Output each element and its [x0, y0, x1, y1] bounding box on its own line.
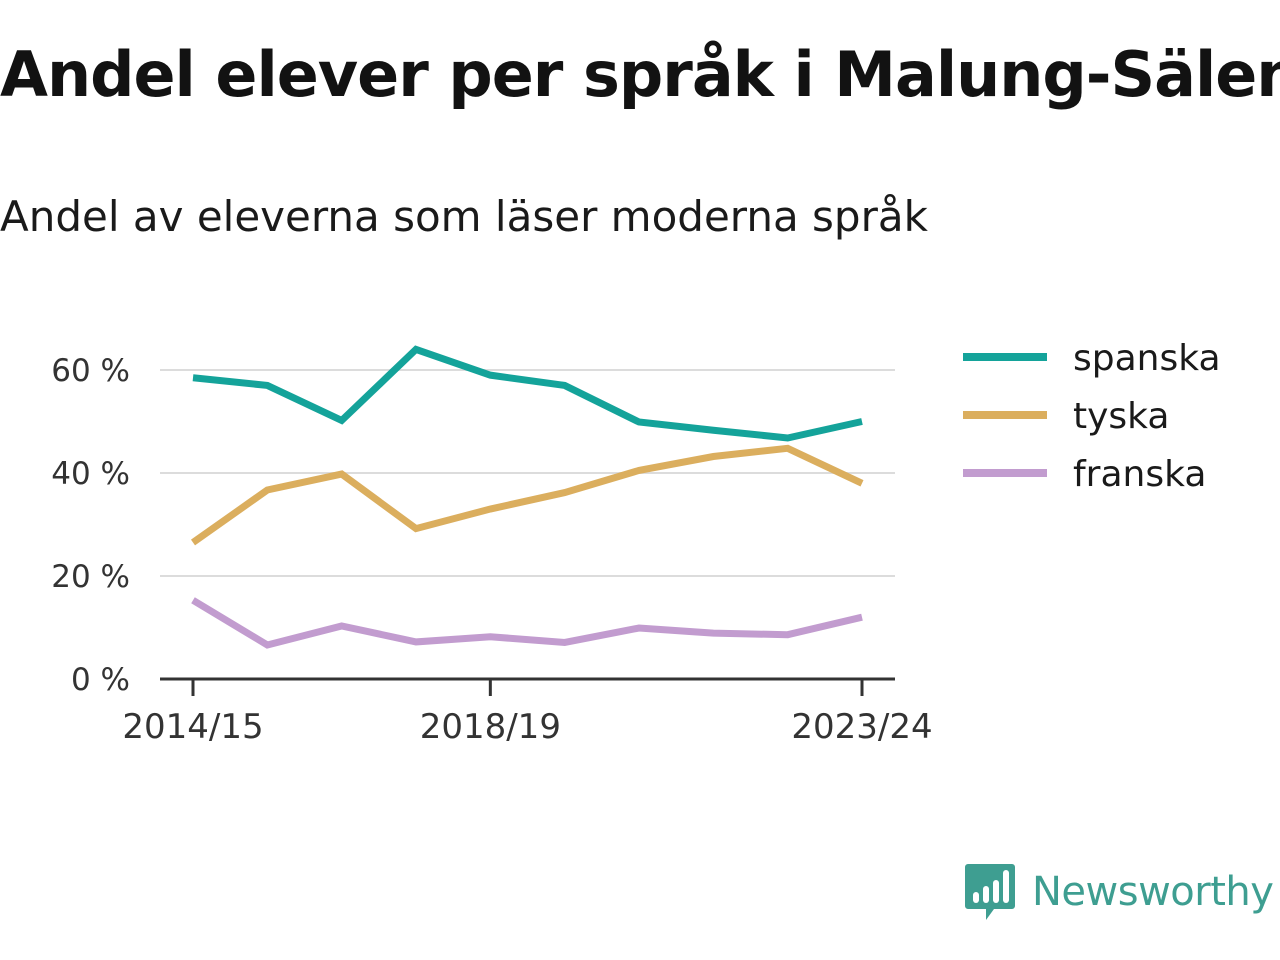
x-axis: 2014/15 2018/19 2023/24 — [122, 677, 933, 747]
y-tick-label: 60 % — [51, 353, 130, 389]
chart-title: Andel elever per språk i Malung-Sälen — [0, 38, 1280, 111]
series-lines — [190, 345, 864, 649]
y-tick-label: 40 % — [51, 456, 130, 492]
legend-label-franska: franska — [1073, 454, 1206, 495]
legend: spanska tyska franska — [963, 338, 1221, 495]
y-axis-ticks: 0 % 20 % 40 % 60 % — [51, 353, 130, 698]
y-tick-label: 20 % — [51, 559, 130, 595]
legend-label-tyska: tyska — [1073, 396, 1169, 437]
y-tick-label: 0 % — [71, 662, 130, 698]
x-tick-label: 2023/24 — [791, 707, 932, 747]
chart-subtitle: Andel av eleverna som läser moderna språ… — [0, 192, 928, 241]
grid-lines — [160, 369, 895, 577]
series-line-spanska — [192, 345, 863, 442]
x-tick-label: 2014/15 — [122, 707, 263, 747]
x-tick-label: 2018/19 — [420, 707, 561, 747]
newsworthy-logo-icon — [965, 864, 1015, 920]
series-line-tyska — [190, 444, 864, 546]
series-line-franska — [191, 597, 863, 649]
brand-name: Newsworthy — [1032, 869, 1274, 915]
legend-label-spanska: spanska — [1073, 338, 1221, 379]
brand-logo: Newsworthy — [964, 862, 1274, 922]
